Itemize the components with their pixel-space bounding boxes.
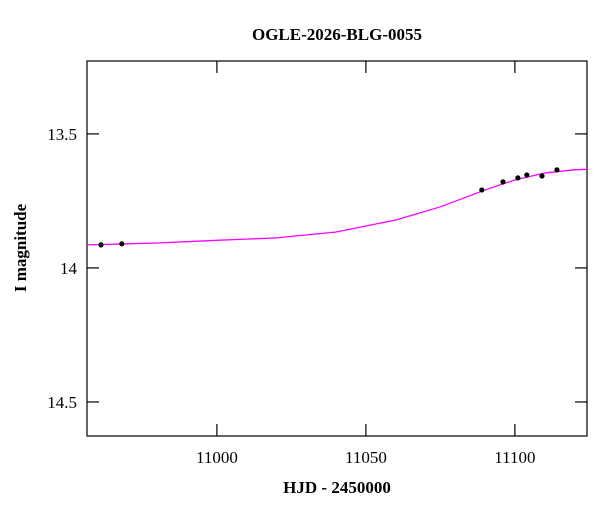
y-tick-label: 14.5 xyxy=(47,393,77,412)
data-point xyxy=(539,173,545,179)
x-tick-label: 11100 xyxy=(494,448,535,467)
data-point xyxy=(524,172,530,178)
data-point xyxy=(479,187,485,193)
data-point xyxy=(515,175,521,181)
data-point xyxy=(554,167,560,173)
data-point xyxy=(119,241,125,247)
y-tick-label: 14 xyxy=(60,259,78,278)
data-point xyxy=(500,179,506,185)
y-axis-label: I magnitude xyxy=(11,203,30,292)
data-point xyxy=(98,242,104,248)
x-axis-label: HJD - 2450000 xyxy=(283,478,391,497)
x-tick-label: 11000 xyxy=(196,448,238,467)
chart-title: OGLE-2026-BLG-0055 xyxy=(252,25,422,44)
x-tick-label: 11050 xyxy=(345,448,387,467)
y-tick-label: 13.5 xyxy=(47,125,77,144)
model-curve xyxy=(86,168,588,246)
plot-frame xyxy=(86,60,588,437)
